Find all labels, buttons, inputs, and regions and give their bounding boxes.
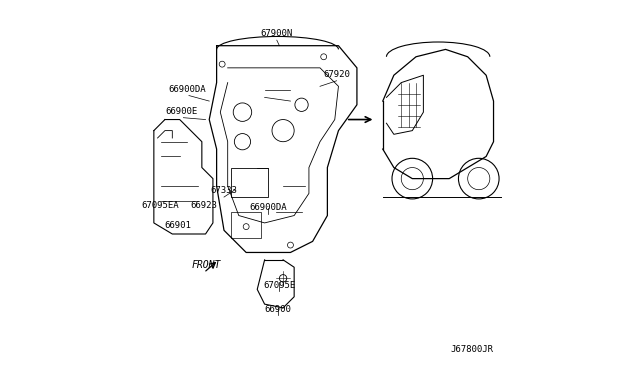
Text: 67095E: 67095E: [263, 280, 296, 289]
Text: 66900DA: 66900DA: [168, 85, 206, 94]
Text: 66900: 66900: [264, 305, 291, 314]
Text: 67095EA: 67095EA: [141, 201, 179, 210]
Text: 67333: 67333: [211, 186, 237, 195]
Text: 66923: 66923: [190, 201, 217, 210]
Text: 67920: 67920: [323, 70, 350, 79]
Text: 66900DA: 66900DA: [250, 203, 287, 212]
Text: 66900E: 66900E: [165, 107, 198, 116]
Bar: [232, 212, 261, 238]
Bar: [232, 167, 268, 197]
Text: J67800JR: J67800JR: [451, 345, 493, 354]
Text: 66901: 66901: [164, 221, 191, 231]
Text: FRONT: FRONT: [191, 260, 221, 270]
Text: 67900N: 67900N: [260, 29, 293, 38]
